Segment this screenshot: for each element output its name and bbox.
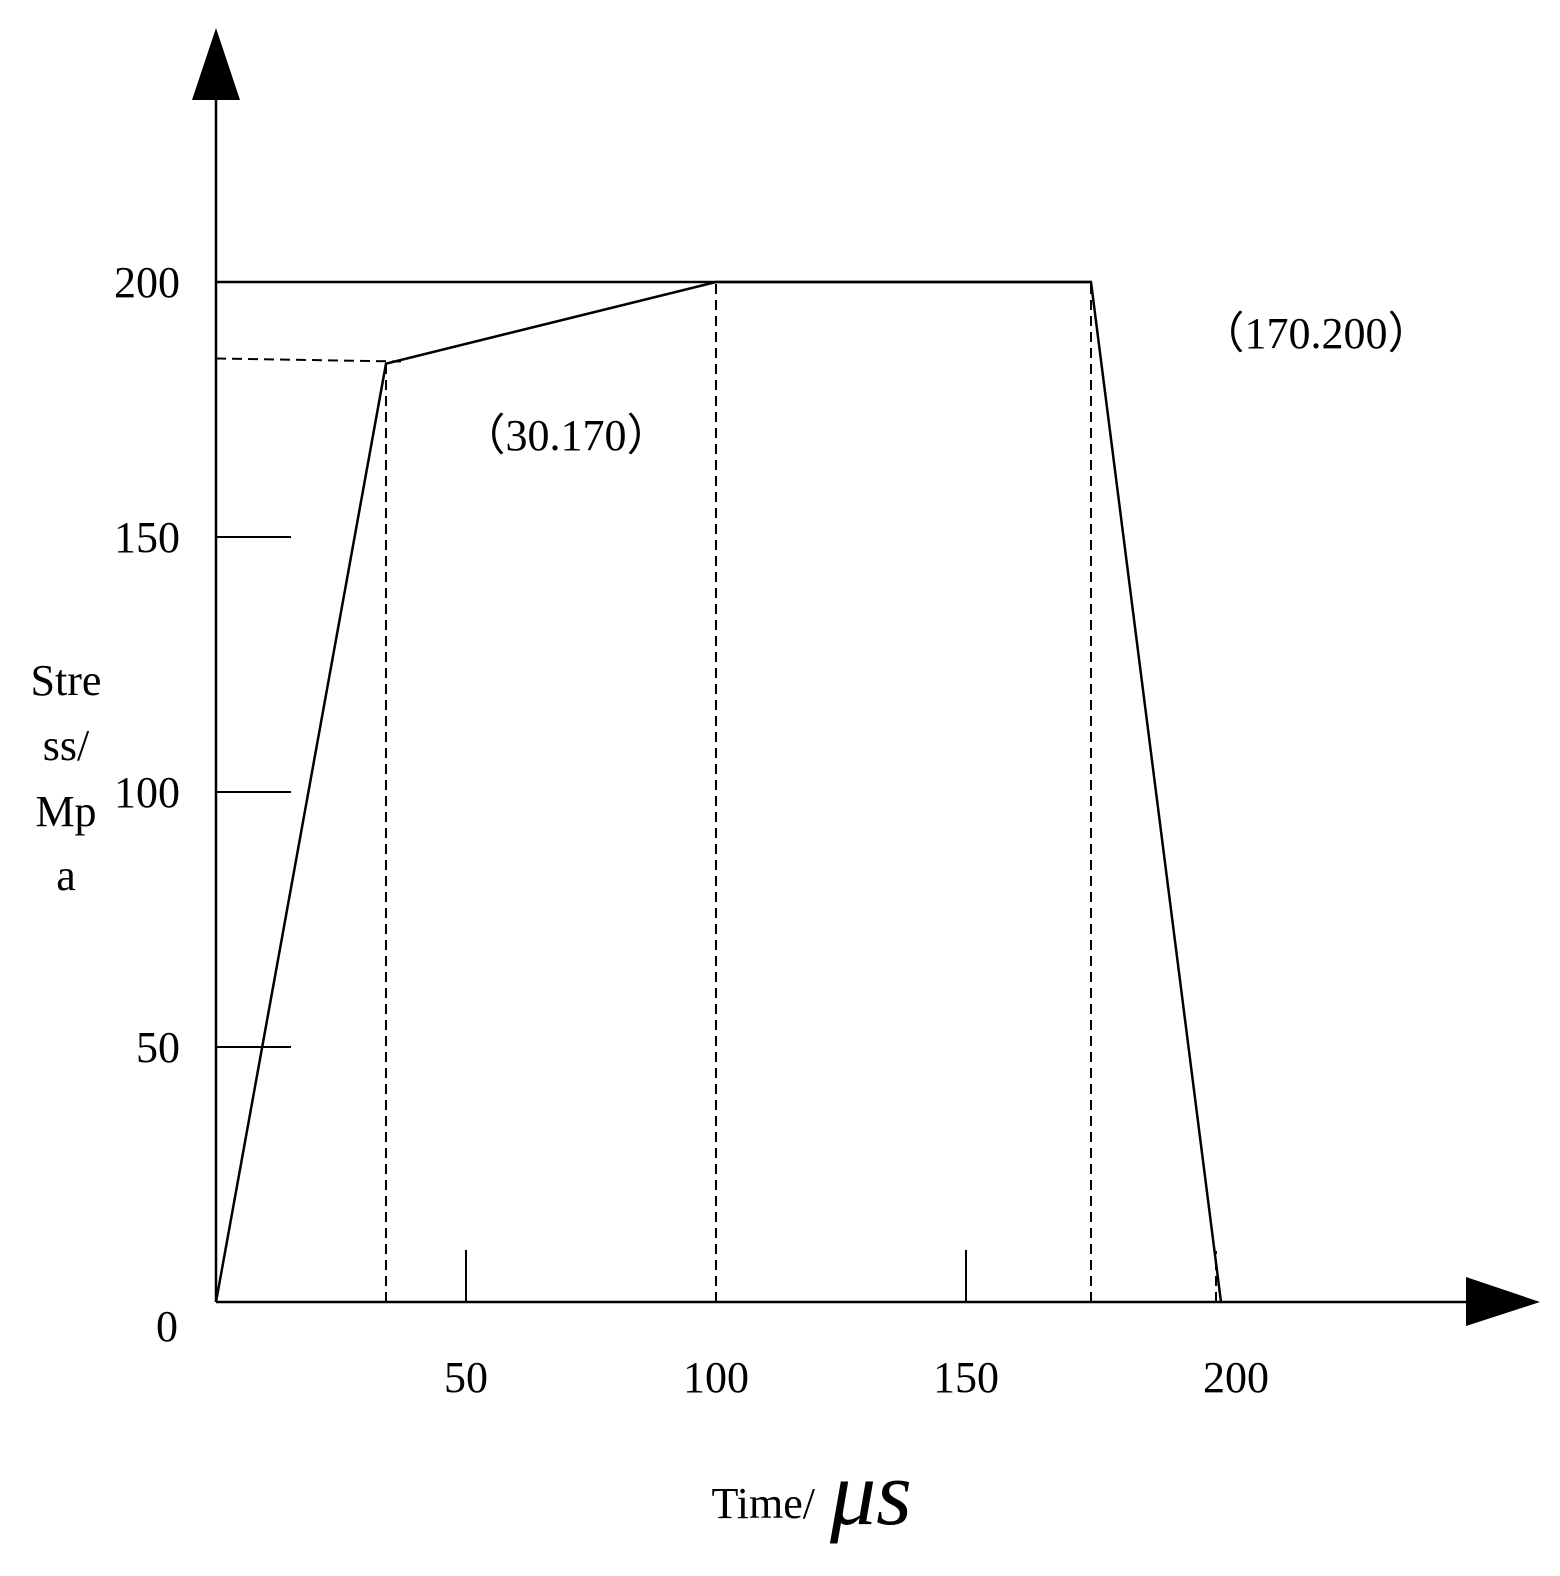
annotation-1: （170.200）	[1201, 309, 1432, 358]
chart-text: 0 50 100 150 200 50 100 150 200 （30.170） （170.200）…	[31, 258, 1432, 1544]
x-tick-label-200: 200	[1203, 1353, 1269, 1402]
y-axis-label-line-1: ss/	[43, 721, 90, 770]
x-tick-label-150: 150	[933, 1353, 999, 1402]
x-axis-label: Time/	[711, 1479, 815, 1528]
y-tick-label-100: 100	[114, 768, 180, 817]
y-tick-label-150: 150	[114, 513, 180, 562]
y-tick-label-200: 200	[114, 258, 180, 307]
stress-curve	[216, 282, 1221, 1302]
annotation-0: （30.170）	[462, 411, 671, 460]
guide-h-0	[216, 359, 401, 362]
axes	[192, 28, 1540, 1326]
y-tick-label-0: 0	[156, 1302, 178, 1351]
y-axis-label-line-3: a	[56, 851, 76, 900]
y-axis-label-line-0: Stre	[31, 656, 102, 705]
guide-lines	[216, 282, 1216, 1302]
x-axis-arrow	[1466, 1277, 1540, 1326]
x-axis-unit: μs	[829, 1442, 912, 1544]
y-tick-label-50: 50	[136, 1023, 180, 1072]
y-axis-arrow	[192, 28, 240, 100]
y-axis-label-line-2: Mp	[35, 787, 96, 836]
x-tick-label-100: 100	[683, 1353, 749, 1402]
series-layer	[216, 282, 1221, 1302]
ticks	[216, 537, 966, 1302]
x-tick-label-50: 50	[444, 1353, 488, 1402]
